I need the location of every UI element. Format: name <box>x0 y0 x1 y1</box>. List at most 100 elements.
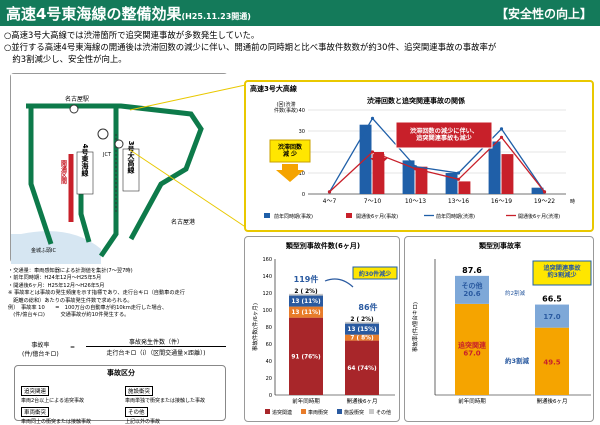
formula-lhs: 事故率 (件/億台キロ) <box>22 342 59 358</box>
bar-segment <box>345 334 379 341</box>
label-jct: JCT <box>102 152 112 158</box>
y-axis-label: 事故率(件/億台キロ) <box>411 302 419 352</box>
bar-segment <box>345 321 379 324</box>
down-arrow-icon <box>276 164 304 182</box>
legend-swatch <box>346 213 352 218</box>
reduction-label: 約30件減少 <box>359 270 391 278</box>
category-other: その他 上記以外の事故 <box>125 399 160 425</box>
note-line: 例） 事故率 10 = 100万台の自動車が約10km走行した場合、 <box>8 305 168 312</box>
line-point <box>370 150 375 154</box>
data-label: 64 (74%) <box>347 366 377 372</box>
y-tick-label: 0 <box>269 393 272 399</box>
label-kinjo: 金城ふ頭IC <box>31 247 56 254</box>
legend-label: 追突関連 <box>272 409 292 416</box>
data-label: 13 (11%) <box>291 299 321 305</box>
y-tick-label: 140 <box>262 274 272 280</box>
bar <box>402 160 415 194</box>
data-label: 20.6 <box>463 290 480 298</box>
line-point <box>327 190 332 194</box>
data-label: 13 (11%) <box>291 310 321 316</box>
x-tick-label: 4〜7 <box>323 198 337 205</box>
category-vehicle: 車両衝突 車両同士の衝突または接触事故 <box>21 399 91 425</box>
bar-segment <box>455 275 489 304</box>
label-nagoya: 名古屋駅 <box>65 95 89 103</box>
y-tick-label: 60 <box>266 342 272 348</box>
callout-text: 渋滞回数の減少に伴い、 <box>410 127 478 135</box>
data-label: 13 (15%) <box>347 327 377 333</box>
data-label: 17.0 <box>543 313 560 321</box>
accident-category-box: 事故区分 追突関連 車両2台以上による追突事故 施設衝突 車両単独で衝突または接触し… <box>14 365 226 425</box>
line-point <box>456 171 461 175</box>
congestion-chart: 渋滞回数と追突関連事故の関係(回)渋滞件数(事故)0102030404〜77〜1… <box>264 96 575 220</box>
y-tick-label: 80 <box>266 325 272 331</box>
legend-label: 車両衝突 <box>308 409 328 416</box>
line-point <box>456 177 461 181</box>
header-tag: 【安全性の向上】 <box>495 7 592 21</box>
count-panel: 類型別事故件数(6ヶ月) 0 20 40 60 80 100 120 140 160 事故件数(件/… <box>244 236 400 422</box>
sea-area <box>11 231 101 264</box>
intro-line-1: ○高速3号大高線では渋滞箇所で追突関連事故が多数発生していた。 <box>4 30 260 40</box>
x-tick-label: 16〜19 <box>491 198 512 205</box>
data-label: 2 ( 2%) <box>294 289 318 295</box>
annotation-label: 約2割減 <box>505 289 525 297</box>
down-arrow-icon <box>370 152 388 166</box>
rate-panel: 類型別事故率 事故率(件/億台キロ) 追突関連 67.0 その他 20.6 前年同時期 87.… <box>404 236 594 422</box>
x-tick-label: 前年同時期 <box>292 397 320 405</box>
chart-title: 渋滞回数と追突関連事故の関係 <box>367 96 465 105</box>
legend-label: 前年同時期(渋滞) <box>436 213 475 220</box>
note-line: 距離の総和）あたりの事故発生件数で求められる。 <box>8 297 133 304</box>
callout-text: 追突関連事故 <box>543 264 581 272</box>
x-tick-label: 7〜10 <box>364 198 382 205</box>
congestion-label: 渋滞回数 <box>278 143 303 151</box>
data-label: 67.0 <box>463 349 480 357</box>
label-route3: 3号大高線 <box>127 141 135 175</box>
series-line <box>328 117 546 193</box>
bar-segment <box>289 293 323 296</box>
legend-label: 開通後6ヶ月(渋滞) <box>518 213 560 220</box>
bar <box>415 166 428 194</box>
x-tick-label: 13〜16 <box>448 198 469 205</box>
x-tick-label: 開通後6ヶ月 <box>347 397 378 405</box>
x-tick-label: 19〜22 <box>534 198 555 205</box>
header-bar: 高速4号東海線の整備効果(H25.11.23開通) 【安全性の向上】 <box>0 0 600 26</box>
data-label: 91 (76%) <box>291 354 321 360</box>
legend-label: 前年同時期(事故) <box>274 213 313 220</box>
y-tick-label: 120 <box>262 291 272 297</box>
route-3-ohdaka <box>98 106 119 258</box>
route-marker <box>97 128 109 140</box>
x-tick-label: 前年同時期 <box>458 397 486 405</box>
reduction-arrow <box>324 278 354 288</box>
callout-text: 追突関連事故も減少 <box>416 134 472 142</box>
y-tick-label: 40 <box>266 359 272 365</box>
line-point <box>413 167 418 171</box>
total-label: 87.6 <box>462 266 482 275</box>
bar <box>372 154 385 194</box>
y-axis-label: (回)渋滞 <box>277 101 296 108</box>
y-tick-label: 20 <box>266 376 272 382</box>
bar-segment <box>289 295 323 307</box>
note-line: (件/億台キロ) 交通事故が約10件発生する。 <box>8 312 130 319</box>
callout-box <box>532 260 592 286</box>
y-axis-label: 件数(事故) <box>274 107 298 114</box>
callout-box <box>395 121 493 149</box>
bar <box>531 187 544 194</box>
bar-segment <box>289 317 323 395</box>
annotation-label: 約3割減 <box>505 356 530 365</box>
bar-segment <box>535 304 569 328</box>
x-unit: 時 <box>570 199 575 205</box>
y-tick-label: 160 <box>262 257 272 263</box>
legend-swatch <box>264 213 270 218</box>
map-notes: ・交通量：車両感知器による計測値を集計(7〜翌7時) ・前年同時期：H24年12… <box>8 268 230 320</box>
bar-segment <box>289 306 323 318</box>
y-tick-label: 10 <box>299 171 305 177</box>
total-label: 66.5 <box>542 295 562 304</box>
intro-text: ○高速3号大高線では渋滞箇所で追突関連事故が多数発生していた。 ○並行する高速4… <box>4 29 596 65</box>
legend-swatch <box>265 409 270 414</box>
line-point <box>370 116 375 120</box>
data-label: 2 ( 2%) <box>350 317 374 323</box>
bar-segment <box>345 340 379 395</box>
route-marker <box>114 139 124 149</box>
y-tick-label: 30 <box>299 129 305 135</box>
x-tick-label: 10〜13 <box>405 198 426 205</box>
